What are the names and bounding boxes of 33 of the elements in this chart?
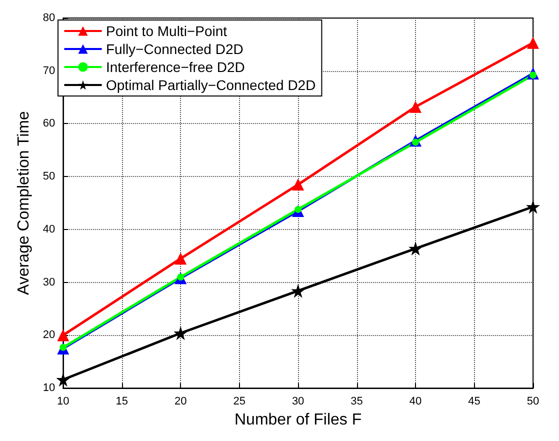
- x-tick-label: 45: [468, 396, 480, 408]
- legend-label: Interference−free D2D: [106, 59, 245, 75]
- x-tick-label: 50: [526, 396, 540, 408]
- legend-label: Optimal Partially−Connected D2D: [106, 77, 316, 93]
- point: [57, 329, 70, 342]
- y-tick-label: 50: [42, 170, 56, 183]
- point: [174, 326, 188, 340]
- y-tick-label: 60: [42, 118, 56, 130]
- point: [527, 36, 539, 49]
- point: [526, 200, 540, 214]
- point: [174, 252, 187, 265]
- legend-label: Fully−Connected D2D: [106, 41, 244, 57]
- x-tick-label: 25: [233, 396, 246, 408]
- y-tick-label: 80: [42, 12, 56, 24]
- x-axis-title: Number of Files F: [234, 412, 362, 428]
- y-tick-label: 10: [42, 382, 56, 394]
- point: [408, 242, 423, 256]
- x-tick-label: 40: [409, 396, 422, 408]
- x-tick-label: 20: [174, 396, 187, 408]
- y-tick-label: 40: [42, 223, 56, 236]
- point: [292, 178, 304, 191]
- x-tick-label: 15: [116, 396, 128, 408]
- point: [56, 372, 70, 387]
- y-axis-title: Average Completion Time: [16, 111, 32, 295]
- y-tick-label: 30: [42, 276, 56, 288]
- x-tick-label: 35: [350, 396, 363, 408]
- point: [291, 284, 306, 298]
- y-tick-label: 70: [42, 64, 56, 77]
- point: [410, 100, 422, 113]
- legend-label: Point to Multi−Point: [106, 23, 228, 39]
- y-tick-label: 20: [42, 329, 56, 342]
- x-tick-label: 10: [57, 396, 70, 408]
- x-tick-label: 30: [292, 396, 304, 408]
